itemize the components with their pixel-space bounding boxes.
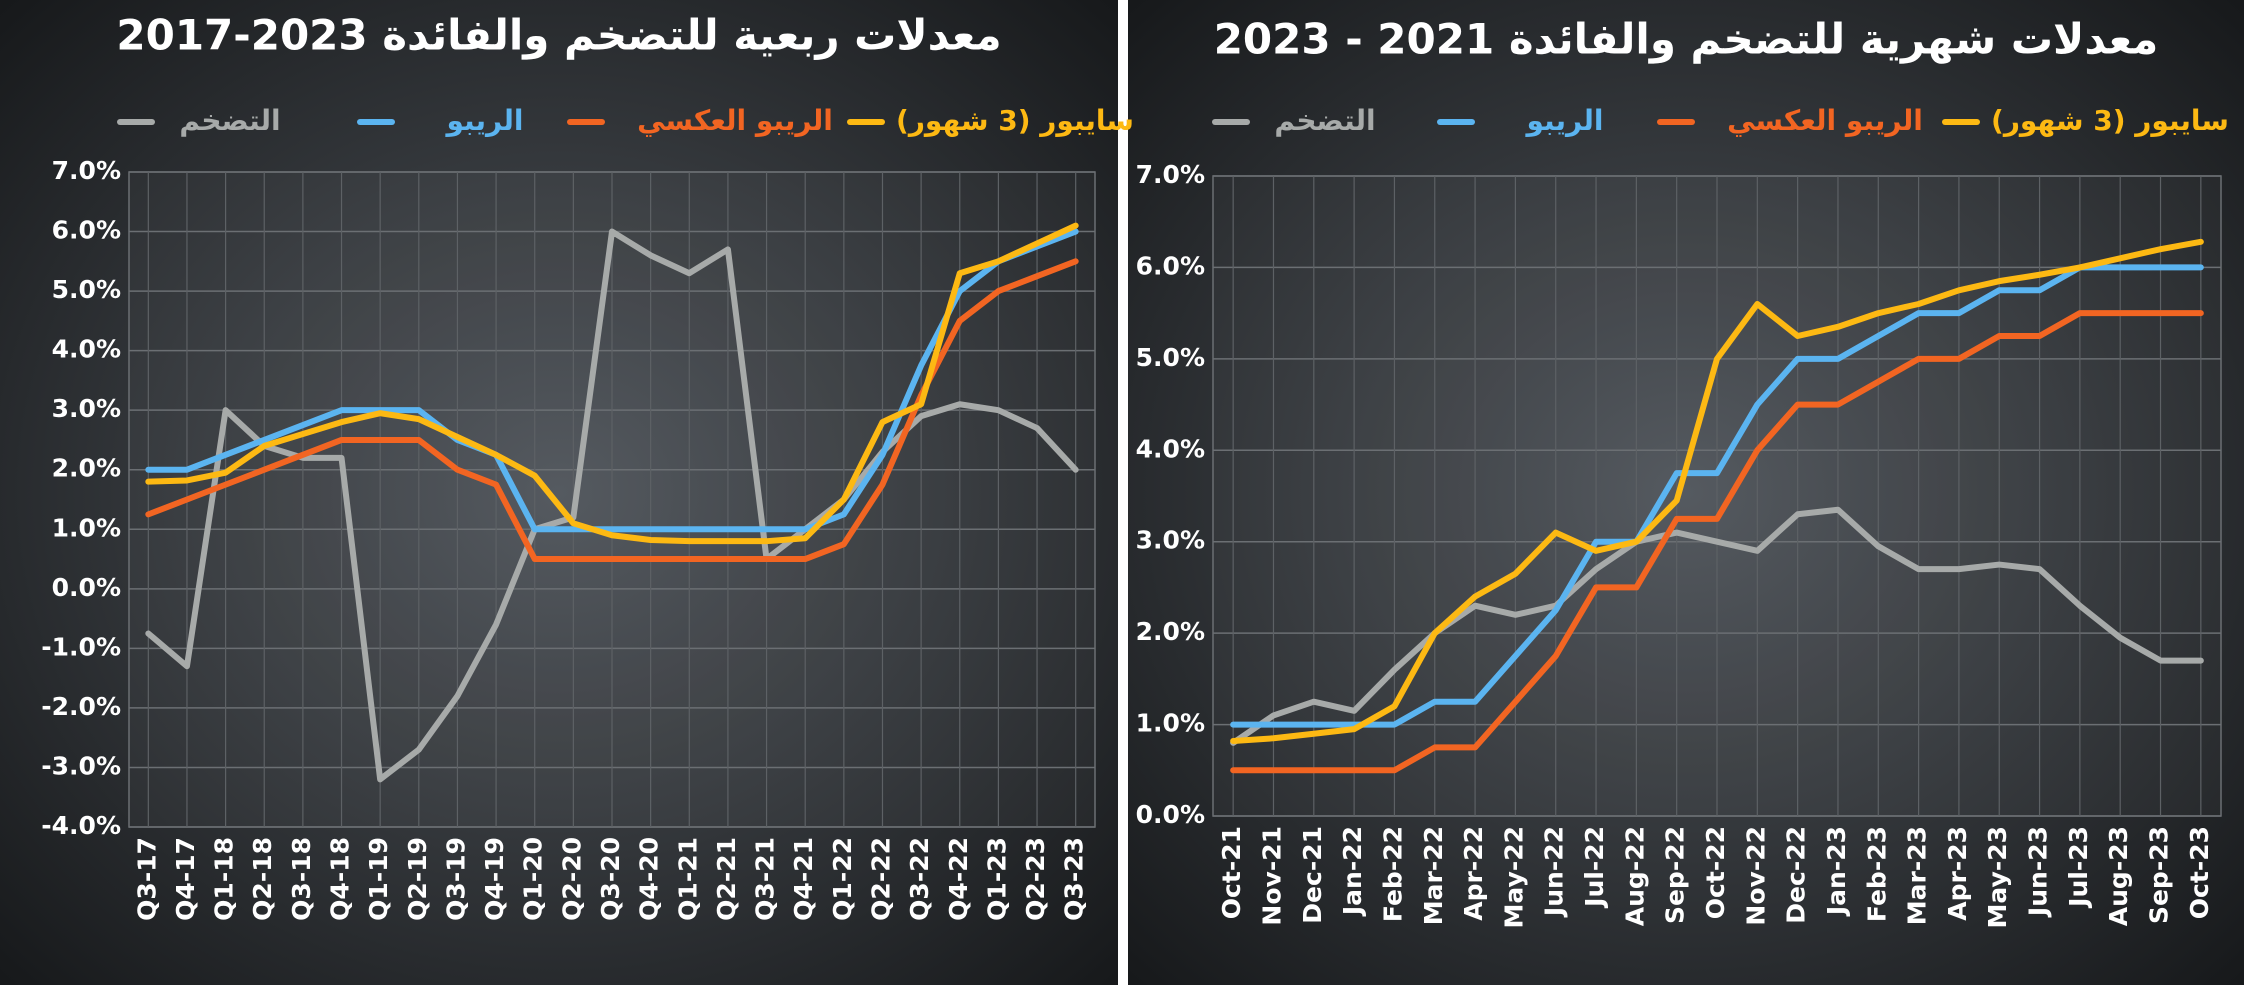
x-tick-label: Q3-17 — [132, 837, 161, 921]
x-tick-label: Q2-18 — [248, 837, 277, 921]
x-tick-label: Q4-20 — [635, 837, 664, 921]
legend-label: سايبور (3 شهور) — [1991, 104, 2229, 137]
x-tick-label: May-22 — [1499, 826, 1528, 928]
y-tick-label: -1.0% — [41, 632, 121, 661]
x-tick-label: Q4-17 — [171, 837, 200, 921]
x-tick-label: Dec-21 — [1298, 826, 1327, 924]
x-tick-label: Q2-22 — [866, 837, 895, 921]
x-tick-label: Q3-23 — [1060, 837, 1089, 921]
x-tick-label: Q4-22 — [944, 837, 973, 921]
x-tick-label: Feb-22 — [1378, 826, 1407, 922]
x-tick-label: May-23 — [1983, 826, 2012, 928]
x-tick-label: Oct-21 — [1217, 826, 1246, 919]
x-tick-label: Jul-22 — [1580, 826, 1609, 909]
x-tick-label: Q1-22 — [828, 837, 857, 921]
x-tick-label: Jun-23 — [2024, 826, 2053, 918]
y-tick-label: -2.0% — [41, 692, 121, 721]
x-tick-label: Q2-23 — [1021, 837, 1050, 921]
y-tick-label: -3.0% — [41, 751, 121, 780]
x-tick-label: Mar-23 — [1903, 826, 1932, 925]
y-tick-label: 1.0% — [1136, 709, 1205, 738]
series-line — [145, 228, 1079, 533]
legend-label: الريبو — [444, 104, 523, 137]
x-tick-label: Sep-23 — [2145, 826, 2174, 924]
x-tick-label: Q3-20 — [596, 837, 625, 921]
legend-label: الريبو العكسي — [637, 104, 833, 137]
x-tick-label: Q1-19 — [364, 837, 393, 921]
x-tick-label: Q1-23 — [982, 837, 1011, 921]
y-tick-label: 1.0% — [52, 513, 121, 542]
x-tick-label: Q1-20 — [519, 837, 548, 921]
y-tick-label: 6.0% — [1136, 251, 1205, 280]
y-tick-label: -4.0% — [41, 811, 121, 840]
x-tick-label: Q3-21 — [751, 837, 780, 921]
x-tick-label: Jul-23 — [2064, 826, 2093, 909]
y-tick-label: 5.0% — [1136, 343, 1205, 372]
series-line — [1230, 238, 2204, 745]
x-tick-label: Apr-22 — [1459, 826, 1488, 921]
y-tick-label: 6.0% — [52, 216, 121, 245]
y-tick-label: 7.0% — [52, 156, 121, 185]
x-tick-label: Oct-23 — [2185, 826, 2214, 919]
x-tick-label: Q2-21 — [712, 837, 741, 921]
x-tick-label: Jan-23 — [1822, 826, 1851, 917]
x-tick-label: Oct-22 — [1701, 826, 1730, 919]
series-line — [1230, 310, 2204, 774]
x-tick-label: Jun-22 — [1540, 826, 1569, 918]
y-tick-label: 5.0% — [52, 275, 121, 304]
legend-label: التضخم — [179, 104, 280, 137]
x-tick-label: Nov-21 — [1257, 826, 1286, 926]
x-tick-label: Dec-22 — [1782, 826, 1811, 924]
panel-background — [0, 0, 1118, 985]
x-tick-label: Q2-20 — [557, 837, 586, 921]
x-tick-label: Q4-21 — [789, 837, 818, 921]
x-tick-label: Q1-18 — [210, 837, 239, 921]
x-tick-label: Aug-23 — [2104, 826, 2133, 926]
y-tick-label: 4.0% — [1136, 434, 1205, 463]
legend-label: الريبو — [1524, 104, 1603, 137]
x-tick-label: Q2-19 — [403, 837, 432, 921]
y-tick-label: 3.0% — [52, 394, 121, 423]
x-tick-label: Mar-22 — [1419, 826, 1448, 925]
x-tick-label: Aug-22 — [1620, 826, 1649, 926]
y-tick-label: 7.0% — [1136, 160, 1205, 189]
legend-label: الريبو العكسي — [1727, 104, 1923, 137]
x-tick-label: Q3-18 — [287, 837, 316, 921]
x-tick-label: Q4-19 — [480, 837, 509, 921]
x-tick-label: Nov-22 — [1741, 826, 1770, 926]
y-tick-label: 4.0% — [52, 335, 121, 364]
legend-label: التضخم — [1274, 104, 1375, 137]
y-tick-label: 3.0% — [1136, 526, 1205, 555]
x-tick-label: Jan-22 — [1338, 826, 1367, 917]
series-line — [1230, 264, 2204, 728]
x-tick-label: Feb-23 — [1862, 826, 1891, 922]
x-tick-label: Q3-22 — [905, 837, 934, 921]
x-tick-label: Q1-21 — [673, 837, 702, 921]
chart-title: معدلات ربعية للتضخم والفائدة 2023-2017 — [116, 11, 1001, 61]
x-tick-label: Apr-23 — [1943, 826, 1972, 921]
y-tick-label: 0.0% — [1136, 800, 1205, 829]
y-tick-label: 2.0% — [1136, 617, 1205, 646]
legend-label: سايبور (3 شهور) — [896, 104, 1134, 137]
y-tick-label: 2.0% — [52, 454, 121, 483]
chart-title: معدلات شهرية للتضخم والفائدة 2021 - 2023 — [1214, 15, 2159, 65]
x-tick-label: Q3-19 — [441, 837, 470, 921]
x-tick-label: Q4-18 — [326, 837, 355, 921]
y-tick-label: 0.0% — [52, 573, 121, 602]
x-tick-label: Sep-22 — [1661, 826, 1690, 924]
series-line — [145, 222, 1079, 545]
series-line — [1230, 506, 2204, 746]
